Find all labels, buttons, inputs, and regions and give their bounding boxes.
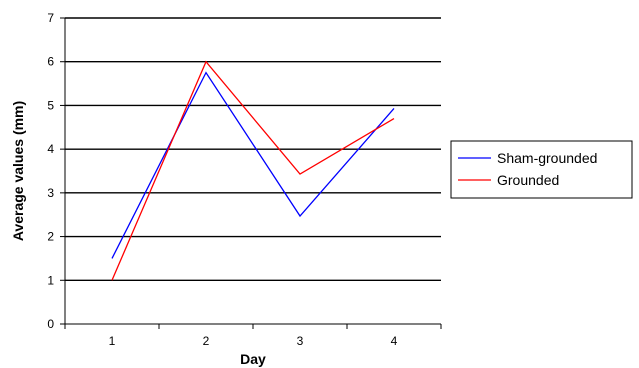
y-tick-label: 0 (47, 317, 54, 331)
x-axis-title: Day (240, 351, 266, 367)
y-tick-label: 6 (47, 55, 54, 69)
legend-label: Grounded (497, 172, 559, 188)
legend-box (450, 140, 633, 199)
y-ticks: 0 1 2 3 4 5 6 7 (47, 11, 65, 331)
y-tick-label: 7 (47, 11, 54, 25)
y-tick-label: 2 (47, 230, 54, 244)
x-ticks: 1 2 3 4 (64, 324, 442, 348)
legend: Sham-grounded Grounded (450, 140, 633, 199)
x-tick-label: 4 (391, 334, 398, 348)
gridlines (65, 17, 441, 281)
y-tick-label: 5 (47, 98, 54, 112)
y-tick-label: 3 (47, 186, 54, 200)
legend-label: Sham-grounded (497, 150, 597, 166)
series-layer (111, 60, 395, 281)
y-tick-label: 1 (47, 273, 54, 287)
axes (64, 18, 441, 325)
y-axis-title: Average values (mm) (10, 101, 26, 241)
series-line (111, 60, 395, 281)
x-tick-label: 1 (109, 334, 116, 348)
x-tick-label: 2 (203, 334, 210, 348)
x-tick-label: 3 (297, 334, 304, 348)
y-tick-label: 4 (47, 142, 54, 156)
series-line (111, 71, 395, 259)
